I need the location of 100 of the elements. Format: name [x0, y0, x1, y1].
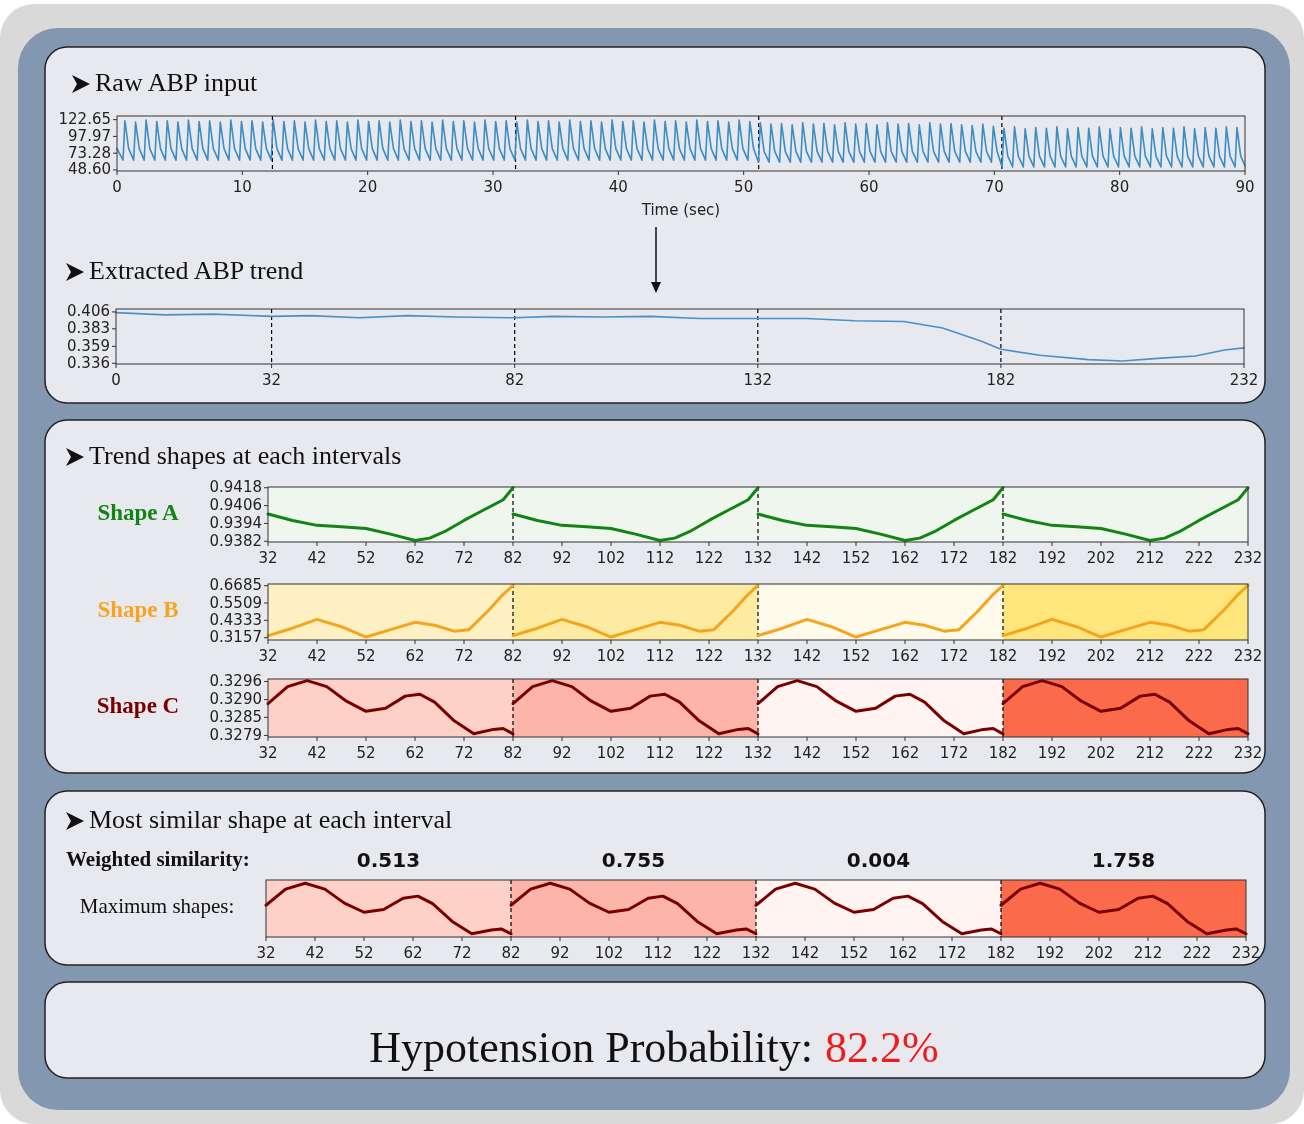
y-tick-label: 0.383	[67, 319, 110, 338]
y-axis-title: Shape C	[96, 693, 180, 719]
x-tick-label: 82	[503, 646, 523, 665]
x-tick-label: 232	[1229, 370, 1259, 389]
x-tick-label: 232	[1233, 743, 1263, 762]
x-axis-title: Time (sec)	[640, 200, 721, 219]
y-tick-label: 0.9406	[209, 496, 262, 515]
chart-title: Raw ABP input	[95, 67, 259, 97]
y-tick-label: 0.5509	[209, 593, 262, 612]
y-tick-label: 0.406	[67, 302, 110, 321]
y-tick-label: 97.97	[68, 126, 111, 145]
x-tick-label: 202	[1086, 548, 1116, 567]
x-tick-label: 92	[552, 743, 572, 762]
x-tick-label: 52	[354, 943, 374, 962]
y-tick-label: 0.4333	[209, 610, 262, 629]
x-tick-label: 152	[839, 943, 869, 962]
x-tick-label: 162	[888, 943, 918, 962]
x-tick-label: 132	[743, 646, 773, 665]
chart-title: Trend shapes at each intervals	[89, 440, 402, 470]
x-tick-label: 42	[307, 646, 327, 665]
y-tick-label: 0.3285	[209, 707, 262, 726]
x-tick-label: 142	[792, 548, 822, 567]
x-tick-label: 222	[1184, 743, 1214, 762]
y-tick-label: 0.359	[67, 336, 110, 355]
x-tick-label: 182	[988, 743, 1018, 762]
text: 82.2%	[825, 1023, 939, 1073]
x-tick-label: 62	[405, 646, 425, 665]
x-tick-label: 122	[694, 646, 724, 665]
text: Hypotension Probability:	[369, 1023, 813, 1073]
x-tick-label: 232	[1233, 548, 1263, 567]
x-tick-label: 32	[262, 370, 282, 389]
y-tick-label: 0.336	[67, 353, 110, 372]
x-tick-label: 212	[1135, 743, 1165, 762]
y-tick-label: 0.3157	[209, 628, 262, 647]
x-tick-label: 192	[1037, 646, 1067, 665]
x-tick-label: 132	[743, 370, 773, 389]
x-tick-label: 62	[403, 943, 423, 962]
x-tick-label: 102	[594, 943, 624, 962]
x-tick-label: 162	[890, 646, 920, 665]
y-axis-title: Shape A	[97, 499, 179, 525]
x-tick-label: 32	[258, 548, 278, 567]
y-tick-label: 0.9394	[209, 513, 262, 532]
x-tick-label: 30	[483, 177, 503, 196]
x-tick-label: 112	[645, 743, 675, 762]
x-tick-label: 0	[111, 370, 121, 389]
x-tick-label: 112	[645, 548, 675, 567]
x-tick-label: 72	[454, 548, 474, 567]
x-tick-label: 122	[694, 548, 724, 567]
x-tick-label: 52	[356, 548, 376, 567]
x-tick-label: 222	[1184, 646, 1214, 665]
x-tick-label: 202	[1086, 743, 1116, 762]
x-tick-label: 212	[1133, 943, 1163, 962]
x-tick-label: 32	[258, 646, 278, 665]
x-tick-label: 82	[503, 548, 523, 567]
x-tick-label: 222	[1184, 548, 1214, 567]
x-tick-label: 52	[356, 646, 376, 665]
x-tick-label: 142	[792, 646, 822, 665]
x-tick-label: 80	[1110, 177, 1130, 196]
text: 0.004	[846, 847, 911, 872]
x-tick-label: 102	[596, 646, 626, 665]
x-tick-label: 90	[1235, 177, 1255, 196]
y-tick-label: 0.3279	[209, 725, 262, 744]
y-axis-title: Shape B	[97, 597, 179, 623]
x-tick-label: 82	[501, 943, 521, 962]
x-tick-label: 172	[939, 646, 969, 665]
x-tick-label: 152	[841, 646, 871, 665]
x-tick-label: 62	[405, 743, 425, 762]
x-tick-label: 62	[405, 548, 425, 567]
x-tick-label: 212	[1135, 646, 1165, 665]
x-tick-label: 192	[1037, 743, 1067, 762]
x-tick-label: 182	[986, 370, 1016, 389]
x-tick-label: 142	[790, 943, 820, 962]
y-tick-label: 73.28	[68, 143, 111, 162]
x-tick-label: 132	[741, 943, 771, 962]
x-tick-label: 60	[859, 177, 879, 196]
x-tick-label: 82	[503, 743, 523, 762]
y-tick-label: 122.65	[58, 110, 111, 129]
text: 0.755	[601, 847, 666, 872]
x-tick-label: 42	[307, 743, 327, 762]
x-tick-label: 132	[743, 743, 773, 762]
y-tick-label: 0.6685	[209, 576, 262, 595]
x-tick-label: 182	[988, 548, 1018, 567]
y-tick-label: 0.9418	[209, 478, 262, 497]
chart-title: Extracted ABP trend	[89, 255, 304, 285]
x-tick-label: 132	[743, 548, 773, 567]
x-tick-label: 102	[596, 548, 626, 567]
x-tick-label: 52	[356, 743, 376, 762]
x-tick-label: 82	[505, 370, 525, 389]
x-tick-label: 92	[552, 646, 572, 665]
x-tick-label: 20	[358, 177, 378, 196]
chart-title: Most similar shape at each interval	[89, 804, 453, 834]
x-tick-label: 112	[645, 646, 675, 665]
x-tick-label: 72	[454, 646, 474, 665]
x-tick-label: 122	[692, 943, 722, 962]
y-tick-label: 48.60	[68, 160, 111, 179]
x-tick-label: 0	[112, 177, 122, 196]
x-tick-label: 102	[596, 743, 626, 762]
x-tick-label: 32	[258, 743, 278, 762]
x-tick-label: 212	[1135, 548, 1165, 567]
text: 1.758	[1091, 847, 1156, 872]
